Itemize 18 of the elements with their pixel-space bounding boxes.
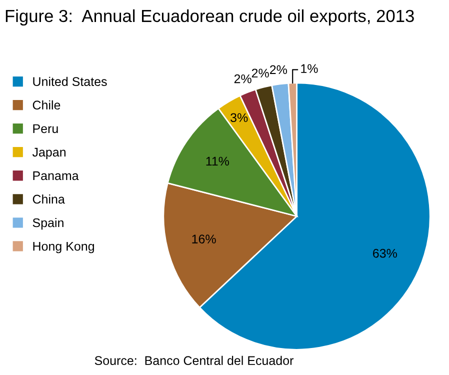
legend-label: Panama	[33, 171, 79, 180]
legend-label: Hong Kong	[33, 242, 94, 254]
data-label: 2%	[252, 68, 269, 78]
data-label: 2%	[234, 74, 252, 84]
data-label: 63%	[373, 248, 397, 258]
chart-title: Figure 3: Annual Ecuadorean crude oil exports, 2013	[6, 9, 414, 26]
legend-label: Japan	[32, 148, 66, 160]
data-label: 16%	[192, 234, 216, 244]
legend-label: China	[32, 194, 65, 204]
data-label: 3%	[230, 113, 248, 122]
data-label: 11%	[206, 156, 229, 166]
legend-label: United States	[33, 76, 107, 86]
source-note: Source: Banco Central del Ecuador	[94, 356, 294, 366]
data-label: 1%	[301, 64, 318, 73]
legend-label: Chile	[32, 100, 60, 110]
legend-label: Spain	[32, 218, 64, 230]
data-label: 2%	[270, 65, 287, 74]
legend-label: Peru	[33, 124, 58, 134]
